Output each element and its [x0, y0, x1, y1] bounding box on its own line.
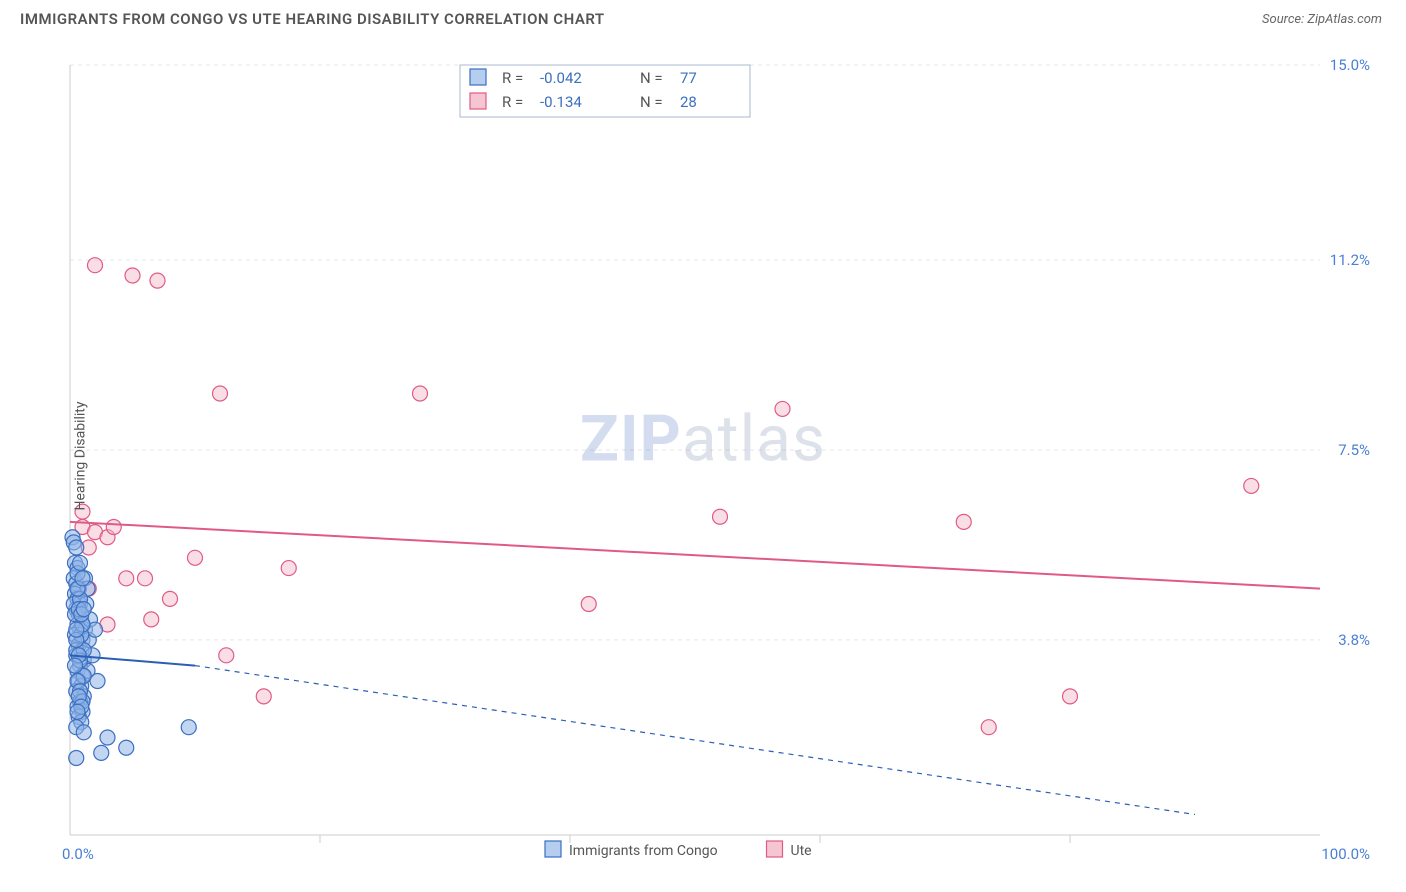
svg-text:28: 28 — [680, 93, 697, 111]
svg-text:0.0%: 0.0% — [62, 845, 94, 863]
data-point — [138, 571, 153, 586]
data-point — [73, 555, 88, 570]
svg-text:3.8%: 3.8% — [1338, 631, 1370, 649]
source-label: Source: ZipAtlas.com — [1262, 12, 1382, 27]
data-point — [956, 514, 971, 529]
data-point — [581, 597, 596, 612]
data-point — [150, 273, 165, 288]
data-point — [68, 658, 83, 673]
svg-text:11.2%: 11.2% — [1330, 251, 1370, 269]
data-point — [713, 509, 728, 524]
data-point — [69, 751, 84, 766]
data-point — [981, 720, 996, 735]
data-point — [188, 550, 203, 565]
data-point — [219, 648, 234, 663]
trend-line-congo-ext — [195, 666, 1195, 815]
legend-swatch — [545, 841, 561, 857]
legend-swatch — [767, 841, 783, 857]
svg-text:-0.042: -0.042 — [540, 69, 582, 87]
data-point — [144, 612, 159, 627]
data-point — [76, 725, 91, 740]
data-point — [413, 386, 428, 401]
data-point — [90, 674, 105, 689]
data-point — [76, 602, 91, 617]
data-point — [775, 401, 790, 416]
data-point — [106, 520, 121, 535]
svg-text:R =: R = — [502, 69, 523, 87]
data-point — [94, 745, 109, 760]
data-point — [125, 268, 140, 283]
data-point — [1063, 689, 1078, 704]
data-point — [100, 730, 115, 745]
legend-label: Ute — [791, 843, 812, 859]
svg-text:-0.134: -0.134 — [540, 93, 582, 111]
data-point — [163, 591, 178, 606]
svg-text:100.0%: 100.0% — [1321, 845, 1370, 863]
data-point — [281, 561, 296, 576]
svg-text:R =: R = — [502, 93, 523, 111]
svg-text:N =: N = — [640, 93, 663, 111]
data-point — [1244, 478, 1259, 493]
data-point — [88, 258, 103, 273]
correlation-chart: 3.8% 7.5% 11.2% 15.0% 0.0% 100.0% R = -0.042 N =… — [20, 40, 1386, 872]
svg-text:15.0%: 15.0% — [1330, 56, 1370, 74]
legend-label: Immigrants from Congo — [569, 843, 718, 859]
svg-text:77: 77 — [680, 69, 697, 87]
data-point — [256, 689, 271, 704]
data-point — [75, 571, 90, 586]
y-axis-label: Hearing Disability — [72, 402, 88, 511]
svg-text:7.5%: 7.5% — [1338, 441, 1370, 459]
data-point — [69, 622, 84, 637]
chart-title: IMMIGRANTS FROM CONGO VS UTE HEARING DIS… — [20, 10, 605, 28]
trend-line-ute — [70, 522, 1320, 589]
data-point — [69, 540, 84, 555]
data-point — [119, 571, 134, 586]
data-point — [181, 720, 196, 735]
data-point — [70, 704, 85, 719]
data-point — [119, 740, 134, 755]
svg-text:N =: N = — [640, 69, 663, 87]
data-point — [213, 386, 228, 401]
